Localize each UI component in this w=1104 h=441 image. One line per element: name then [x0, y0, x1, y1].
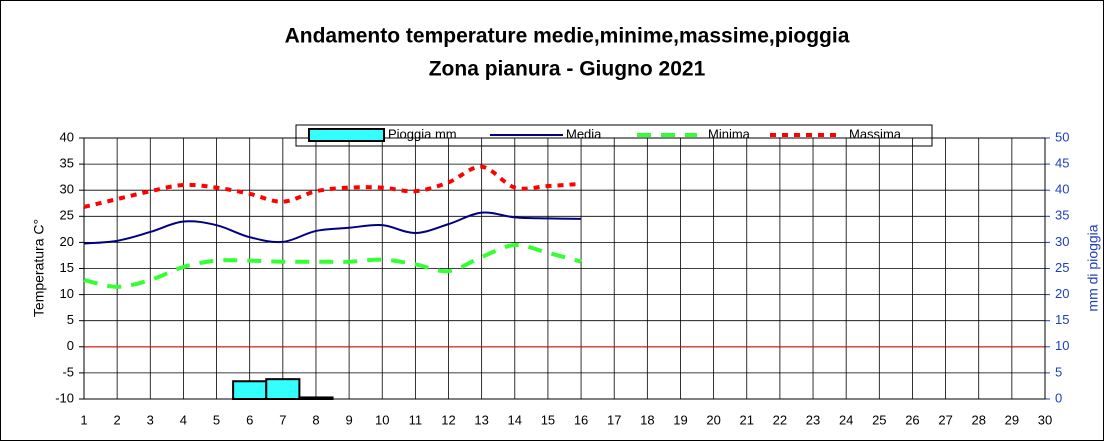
bar — [265, 378, 301, 401]
x-tick-label: 21 — [740, 412, 754, 427]
y-axis-label: Temperatura C° — [31, 219, 47, 317]
chart-title: Andamento temperature medie,minime,massi… — [285, 25, 850, 48]
legend-label: Massima — [849, 126, 902, 141]
x-tick-label: 8 — [312, 412, 319, 427]
y-tick-label: 0 — [67, 338, 74, 353]
y2-tick-label: 30 — [1055, 234, 1069, 249]
y-tick-label: 15 — [60, 260, 74, 275]
y2-tick-label: 0 — [1055, 390, 1062, 405]
x-tick-label: 13 — [474, 412, 488, 427]
y2-tick-label: 40 — [1055, 182, 1069, 197]
y-tick-label: 5 — [67, 312, 74, 327]
x-tick-label: 17 — [607, 412, 621, 427]
legend-label: Media — [566, 126, 602, 141]
line-series — [83, 243, 582, 289]
x-tick-label: 10 — [375, 412, 389, 427]
x-tick-label: 19 — [673, 412, 687, 427]
x-tick-label: 18 — [640, 412, 654, 427]
x-tick-label: 29 — [1005, 412, 1019, 427]
x-tick-label: 15 — [541, 412, 555, 427]
x-tick-label: 6 — [246, 412, 253, 427]
y2-tick-label: 5 — [1055, 364, 1062, 379]
y2-tick-label: 35 — [1055, 208, 1069, 223]
y-tick-label: -10 — [55, 390, 74, 405]
legend-label: Pioggia mm — [388, 126, 457, 141]
y2-tick-label: 20 — [1055, 286, 1069, 301]
x-tick-label: 1 — [80, 412, 87, 427]
x-tick-label: 27 — [938, 412, 952, 427]
x-tick-label: 28 — [971, 412, 985, 427]
legend-swatch — [308, 128, 385, 142]
x-tick-label: 7 — [279, 412, 286, 427]
y2-tick-label: 45 — [1055, 156, 1069, 171]
x-tick-label: 12 — [441, 412, 455, 427]
x-tick-label: 11 — [409, 412, 423, 427]
y-tick-label: 25 — [60, 208, 74, 223]
y-tick-label: 30 — [60, 182, 74, 197]
y-tick-label: 20 — [60, 234, 74, 249]
bar — [298, 396, 334, 400]
y2-tick-label: 25 — [1055, 260, 1069, 275]
bar — [232, 380, 268, 401]
y2-tick-label: 10 — [1055, 338, 1069, 353]
y-tick-label: -5 — [62, 364, 74, 379]
x-tick-label: 3 — [147, 412, 154, 427]
x-tick-label: 14 — [508, 412, 522, 427]
y2-tick-label: 50 — [1055, 129, 1069, 144]
line-series — [83, 211, 582, 245]
y-tick-label: 35 — [60, 156, 74, 171]
legend-label: Minima — [708, 126, 751, 141]
y-tick-label: 10 — [60, 286, 74, 301]
x-tick-label: 22 — [773, 412, 787, 427]
chart-subtitle: Zona pianura - Giugno 2021 — [429, 58, 706, 81]
x-tick-label: 9 — [345, 412, 352, 427]
x-tick-label: 5 — [213, 412, 220, 427]
x-tick-label: 26 — [905, 412, 919, 427]
x-tick-label: 20 — [706, 412, 720, 427]
x-tick-label: 23 — [806, 412, 820, 427]
y-tick-label: 40 — [60, 129, 74, 144]
x-tick-label: 4 — [180, 412, 187, 427]
x-tick-label: 16 — [574, 412, 588, 427]
line-series — [83, 164, 582, 209]
y2-axis-label: mm di pioggia — [1085, 224, 1101, 311]
x-tick-label: 2 — [114, 412, 121, 427]
x-tick-label: 30 — [1038, 412, 1052, 427]
x-tick-label: 24 — [839, 412, 853, 427]
plot-border — [83, 137, 1046, 400]
x-tick-label: 25 — [872, 412, 886, 427]
y2-tick-label: 15 — [1055, 312, 1069, 327]
